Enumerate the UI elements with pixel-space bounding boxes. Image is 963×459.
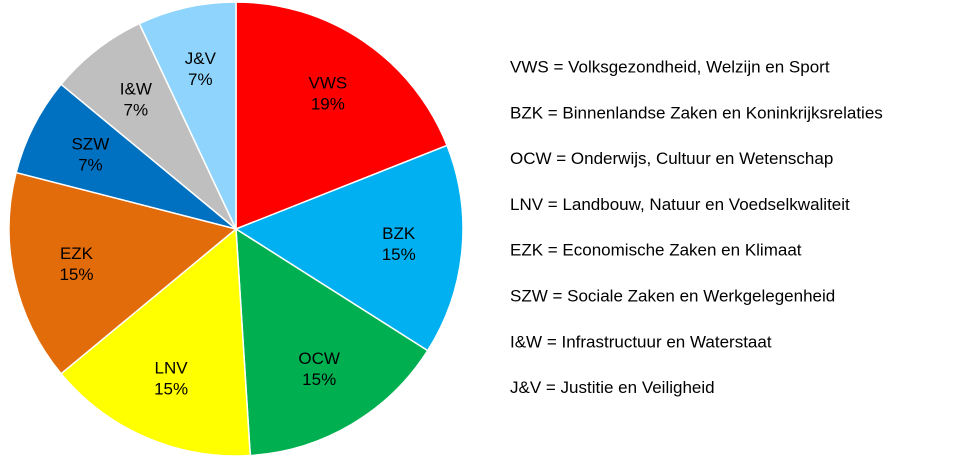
legend-entry: J&V = Justitie en Veiligheid xyxy=(510,378,715,397)
legend-entry: BZK = Binnenlandse Zaken en Koninkrijksr… xyxy=(510,103,883,122)
slice-label: OCW xyxy=(298,349,340,368)
slice-value-label: 15% xyxy=(59,265,93,284)
legend-entry: I&W = Infrastructuur en Waterstaat xyxy=(510,332,772,351)
slice-value-label: 7% xyxy=(78,155,103,174)
legend-entry: OCW = Onderwijs, Cultuur en Wetenschap xyxy=(510,149,833,168)
legend-entry: LNV = Landbouw, Natuur en Voedselkwalite… xyxy=(510,195,850,214)
slice-label: BZK xyxy=(382,224,416,243)
slice-label: LNV xyxy=(155,358,189,377)
pie-slice xyxy=(138,1,237,230)
pie-slice xyxy=(235,1,449,231)
slice-label: VWS xyxy=(308,73,347,92)
pie-slice xyxy=(60,227,252,457)
slice-label: J&V xyxy=(185,49,217,68)
pie-slice xyxy=(234,144,464,352)
slice-value-label: 15% xyxy=(154,379,188,398)
pie-slice xyxy=(8,171,238,375)
slice-value-label: 7% xyxy=(188,70,213,89)
pie-slice xyxy=(235,227,429,457)
legend-entry: SZW = Sociale Zaken en Werkgelegenheid xyxy=(510,286,835,305)
slice-label: I&W xyxy=(120,79,152,98)
slice-value-label: 19% xyxy=(311,94,345,113)
slice-value-label: 15% xyxy=(302,370,336,389)
slice-value-label: 7% xyxy=(124,100,149,119)
legend-entry: VWS = Volksgezondheid, Welzijn en Sport xyxy=(510,57,830,76)
slice-label: EZK xyxy=(60,244,94,263)
slice-label: SZW xyxy=(71,134,109,153)
slice-value-label: 15% xyxy=(382,245,416,264)
legend-entry: EZK = Economische Zaken en Klimaat xyxy=(510,241,802,260)
